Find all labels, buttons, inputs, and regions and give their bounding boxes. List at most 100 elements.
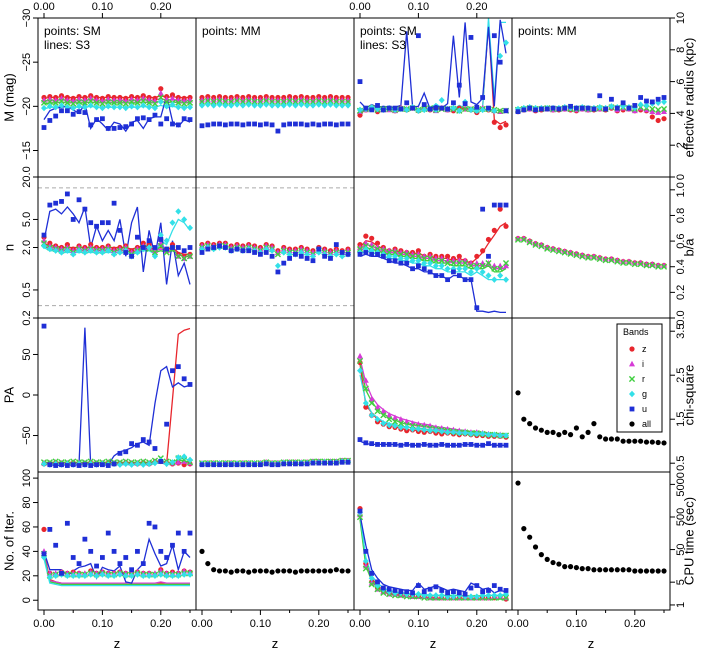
point-u [304, 461, 310, 467]
panel-r1-c1 [196, 187, 354, 307]
point-g [380, 420, 387, 427]
point-u [170, 245, 175, 250]
y-tick-label: −50 [21, 426, 33, 445]
point-g [116, 461, 123, 468]
point-g [392, 589, 399, 597]
point-g [81, 104, 88, 111]
point-z [369, 235, 375, 241]
point-u [82, 462, 88, 468]
point-i [362, 377, 369, 383]
point-u [293, 251, 298, 257]
point-all [222, 568, 228, 574]
point-r [479, 262, 486, 269]
point-u [322, 253, 328, 259]
point-all [655, 439, 661, 446]
point-i [555, 246, 562, 253]
y-tick-label: 0.2 [21, 310, 33, 325]
y-axis-label: n [1, 244, 16, 251]
point-u [129, 441, 134, 447]
right-tick-label: 2.5 [675, 368, 687, 383]
panel-annotation: points: MM [518, 24, 577, 38]
point-u [117, 561, 123, 566]
point-u [486, 253, 491, 259]
point-u [375, 442, 380, 447]
point-g [497, 432, 504, 439]
point-g [321, 102, 328, 109]
point-u [503, 442, 509, 448]
point-r [655, 106, 662, 113]
point-u [357, 79, 363, 84]
point-z [491, 227, 497, 233]
point-g [187, 456, 193, 464]
point-u [258, 462, 263, 468]
point-g [456, 265, 463, 272]
y-tick-label: 5.0 [21, 212, 33, 227]
point-u [556, 106, 562, 112]
point-g [467, 430, 474, 438]
point-r [637, 261, 644, 268]
legend-label-u: u [642, 404, 647, 414]
point-u [298, 461, 304, 467]
x-tick-label-top: 0.20 [466, 1, 487, 13]
point-u [234, 246, 240, 252]
point-z [445, 253, 451, 259]
point-u [333, 122, 339, 128]
point-all [234, 568, 240, 574]
point-u [152, 245, 158, 250]
point-u [199, 250, 205, 255]
point-u [187, 245, 193, 250]
point-r [181, 255, 188, 262]
point-g [467, 593, 474, 600]
point-u [158, 237, 164, 242]
point-g [81, 249, 88, 256]
point-r [421, 255, 428, 262]
point-g [64, 247, 71, 254]
point-u [211, 121, 217, 127]
point-g [427, 427, 434, 434]
point-u [550, 105, 556, 111]
point-u [392, 442, 398, 447]
point-u [222, 245, 228, 250]
point-g [111, 572, 118, 580]
point-r [643, 262, 650, 269]
point-g [415, 590, 422, 598]
point-r [573, 252, 580, 259]
point-all [573, 564, 580, 571]
point-r [140, 458, 147, 465]
point-u [82, 536, 88, 542]
point-u [322, 121, 328, 127]
point-u [298, 253, 304, 259]
point-u [375, 103, 380, 108]
point-all [538, 552, 544, 558]
point-g [87, 247, 94, 254]
point-u [375, 579, 380, 585]
point-u [205, 246, 211, 252]
x-tick-label: 0.20 [624, 618, 645, 630]
point-u [263, 121, 269, 127]
x-tick-label: 0.20 [466, 618, 487, 630]
point-all [655, 568, 661, 574]
point-g [187, 571, 193, 578]
point-u [386, 258, 392, 264]
right-tick-label: 6 [675, 79, 687, 85]
point-u [474, 305, 480, 311]
point-u [123, 250, 129, 255]
point-g [643, 102, 650, 109]
point-all [626, 567, 632, 573]
point-u [123, 449, 129, 455]
point-g [491, 276, 498, 283]
point-i [368, 395, 375, 402]
right-axis-label: b/a [681, 238, 696, 257]
point-u [47, 462, 53, 468]
point-r [263, 97, 270, 105]
point-g [661, 98, 667, 106]
point-u [568, 103, 573, 109]
point-u [234, 121, 240, 127]
point-u [363, 548, 369, 554]
point-g [444, 429, 451, 436]
point-g [333, 102, 340, 109]
point-r [561, 249, 568, 256]
point-g [58, 249, 65, 256]
point-r [625, 259, 633, 266]
point-u [328, 256, 333, 261]
